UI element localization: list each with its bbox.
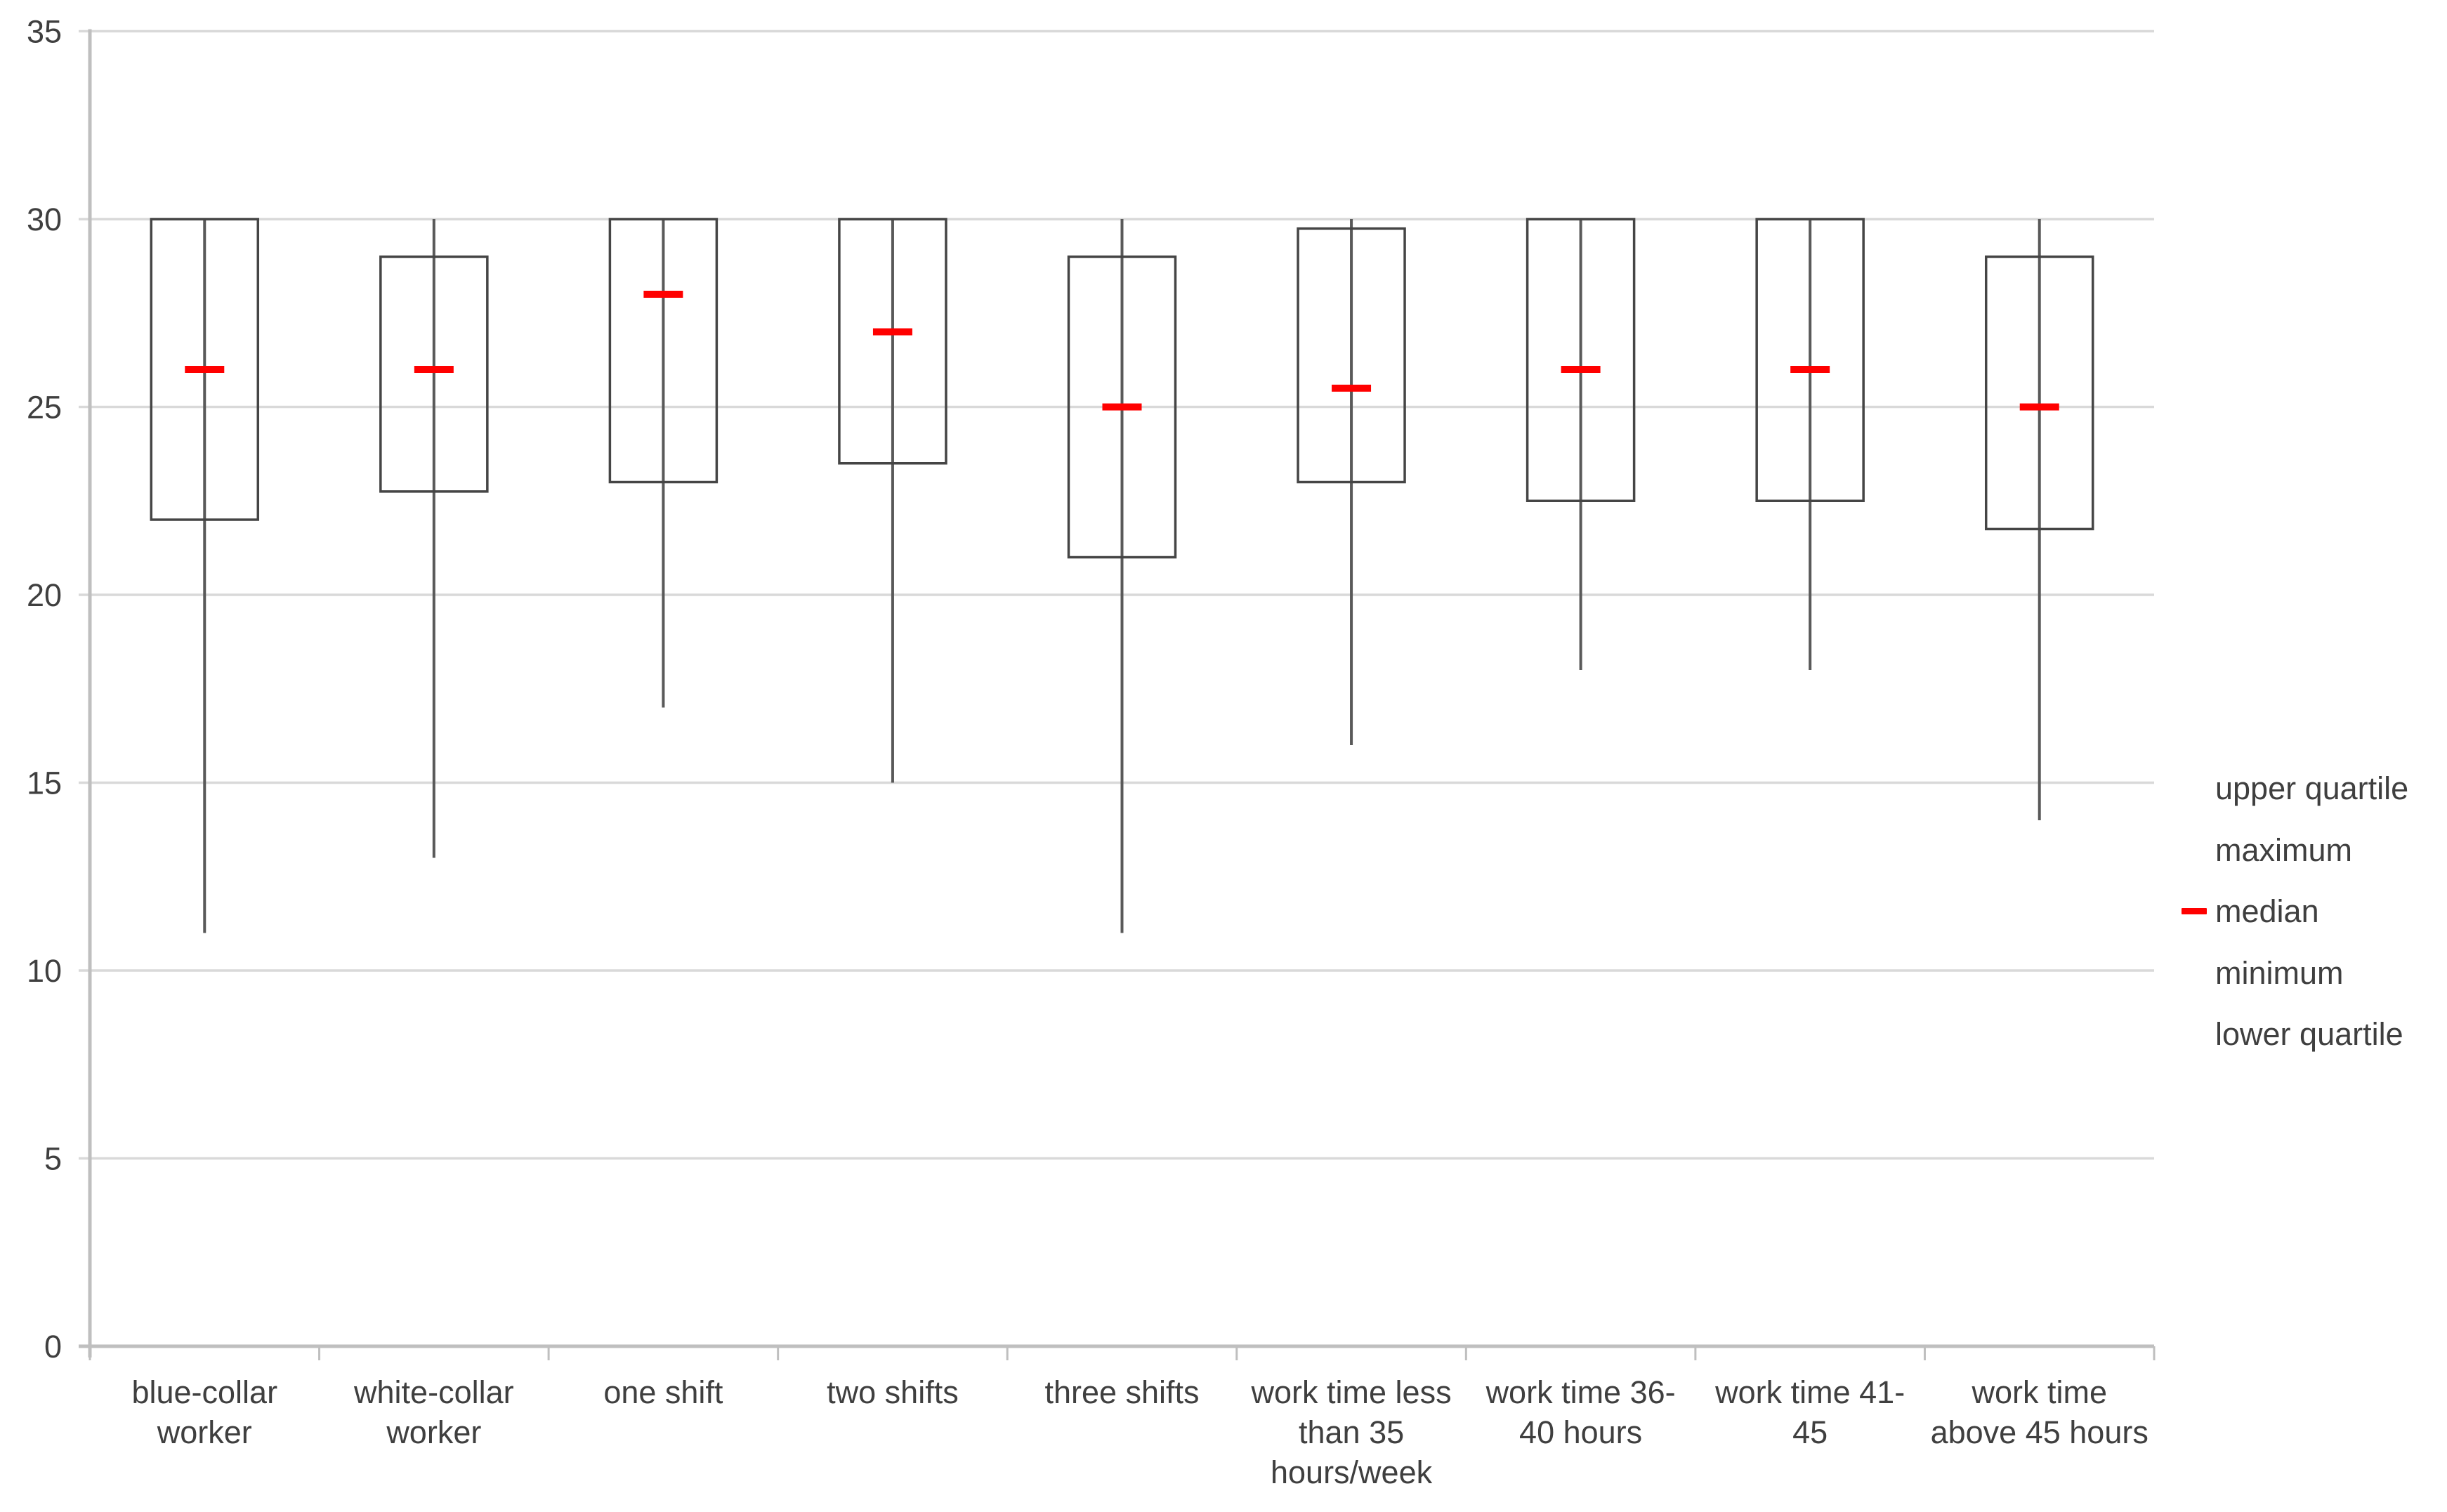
x-axis-category-label: work time 41-45 [1714, 1374, 1905, 1450]
x-axis-category-label: two shifts [827, 1374, 959, 1410]
box [1755, 218, 1865, 502]
x-axis-category-label: white-collar worker [353, 1374, 514, 1450]
y-axis-tick-label-20: 20 [27, 577, 62, 613]
y-axis-tick-label-15: 15 [27, 765, 62, 801]
x-axis-category-label: one shift [603, 1374, 723, 1410]
box [1984, 255, 2094, 531]
median-dash [872, 328, 912, 336]
legend-label-minimum: minimum [2215, 954, 2344, 991]
median-dash [1102, 403, 1142, 411]
legend-item-median: median [2182, 881, 2408, 942]
box [150, 218, 260, 521]
y-axis-tick-label-0: 0 [44, 1329, 62, 1365]
legend-item-lower-quartile: lower quartile [2182, 1004, 2408, 1065]
x-axis-category-label: work time 36-40 hours [1485, 1374, 1676, 1450]
median-dash [643, 291, 683, 298]
median-dash [1561, 366, 1601, 373]
median-dash [185, 366, 225, 373]
y-axis-tick-label-5: 5 [44, 1140, 62, 1176]
median-red-dash-icon [2182, 908, 2207, 915]
legend-item-minimum: minimum [2182, 942, 2408, 1004]
box [1526, 218, 1636, 502]
median-dash [1332, 384, 1372, 392]
x-axis-category-label: work time above 45 hours [1931, 1374, 2148, 1450]
median-dash [1790, 366, 1830, 373]
box [1067, 255, 1177, 559]
legend-label-upper-quartile: upper quartile [2215, 770, 2409, 807]
box [838, 218, 947, 465]
legend: upper quartile maximum median minimum lo… [2182, 758, 2408, 1065]
legend-item-maximum: maximum [2182, 820, 2408, 881]
y-axis-tick-label-10: 10 [27, 953, 62, 989]
x-axis-category-label: three shifts [1044, 1374, 1199, 1410]
y-axis-tick-label-35: 35 [27, 13, 62, 49]
legend-item-upper-quartile: upper quartile [2182, 758, 2408, 820]
x-axis-category-label: work time less than 35 hours/week [1251, 1374, 1452, 1490]
box [608, 218, 719, 484]
median-dash [414, 366, 454, 373]
box [1297, 227, 1406, 484]
y-axis-tick-label-25: 25 [27, 389, 62, 425]
legend-label-lower-quartile: lower quartile [2215, 1016, 2403, 1053]
legend-label-maximum: maximum [2215, 831, 2353, 868]
box [379, 255, 489, 493]
x-axis-category-label: blue-collar worker [131, 1374, 277, 1450]
median-dash [2019, 403, 2059, 411]
legend-label-median: median [2215, 893, 2319, 930]
y-axis-tick-label-30: 30 [27, 202, 62, 237]
